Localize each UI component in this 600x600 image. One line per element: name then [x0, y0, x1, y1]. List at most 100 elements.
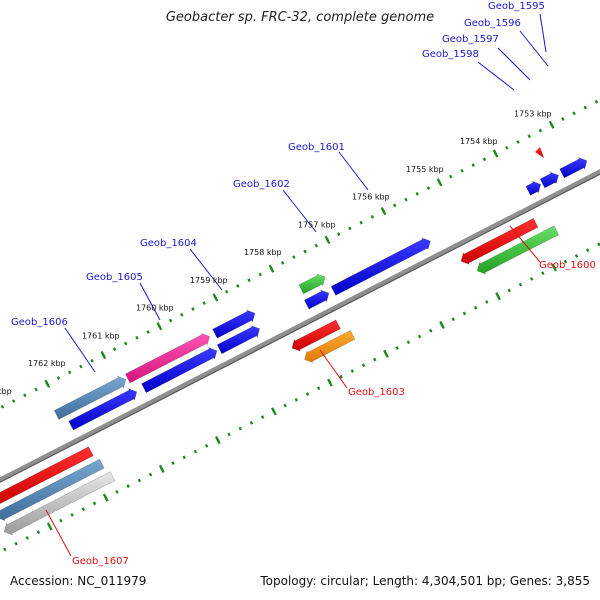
gene-arrow-forward[interactable]: [68, 388, 138, 431]
gene-arrow-forward[interactable]: [330, 237, 431, 296]
gene-label-geob-1607[interactable]: Geob_1607: [72, 556, 129, 567]
gene-arrow-forward[interactable]: [53, 375, 127, 420]
gene-arrow-forward[interactable]: [124, 332, 210, 384]
reverse-tick-mark: [193, 449, 198, 454]
reverse-tick-mark: [25, 536, 29, 540]
reverse-tick-mark: [451, 317, 455, 322]
gene-leader-line: [509, 225, 541, 263]
reverse-tick-mark-major: [158, 464, 165, 473]
genome-backbone: [0, 169, 600, 483]
reverse-tick-mark: [204, 443, 209, 448]
gene-arrow-forward[interactable]: [141, 347, 218, 394]
gene-label-geob-1604[interactable]: Geob_1604: [140, 238, 197, 249]
reverse-tick-mark-major: [271, 407, 277, 416]
reverse-tick-mark: [148, 472, 153, 477]
reverse-tick-mark: [115, 490, 119, 494]
gene-arrow-reverse[interactable]: [460, 217, 539, 265]
gene-arrow-forward[interactable]: [539, 171, 559, 189]
reverse-tick-mark: [305, 392, 310, 396]
reverse-tick-mark: [171, 461, 175, 465]
kbp-tick-label: 1759 kbp: [190, 276, 228, 285]
forward-tick-mark: [561, 117, 565, 121]
forward-tick-mark: [594, 99, 599, 104]
forward-tick-mark-major: [100, 350, 107, 360]
forward-tick-mark: [258, 272, 262, 277]
reverse-tick-mark: [350, 369, 355, 373]
gene-arrow-reverse[interactable]: [3, 471, 116, 536]
reverse-tick-mark: [518, 282, 523, 287]
gene-label-geob-1595[interactable]: Geob_1595: [488, 1, 545, 12]
gene-arrow-forward[interactable]: [525, 180, 542, 196]
forward-tick-mark: [0, 404, 5, 409]
forward-tick-mark: [236, 284, 240, 288]
forward-tick-mark: [348, 226, 352, 231]
gene-arrow-forward[interactable]: [559, 157, 588, 179]
gene-leader-line: [189, 248, 223, 291]
forward-tick-mark: [124, 341, 128, 346]
reverse-tick-mark: [373, 357, 377, 362]
reverse-tick-mark: [238, 426, 242, 431]
gene-arrow-reverse[interactable]: [304, 329, 356, 364]
forward-tick-mark: [583, 105, 587, 110]
forward-tick-mark: [393, 203, 397, 208]
gene-leader-line: [139, 282, 161, 321]
forward-tick-mark-major: [44, 379, 51, 388]
forward-tick-mark-major: [492, 149, 499, 158]
map-title: Geobacter sp. FRC-32, complete genome: [165, 10, 435, 25]
forward-tick-mark: [202, 301, 206, 306]
reverse-tick-mark: [507, 288, 511, 293]
gene-arrow-forward[interactable]: [298, 273, 326, 295]
forward-tick-mark: [471, 163, 475, 167]
forward-tick-mark: [11, 399, 16, 403]
reverse-tick-mark-major: [439, 320, 445, 330]
gene-arrow-reverse-partial[interactable]: [535, 147, 544, 158]
gene-label-geob-1606[interactable]: Geob_1606: [11, 317, 68, 328]
gene-arrow-reverse[interactable]: [0, 458, 105, 522]
reverse-tick-mark: [417, 334, 422, 339]
reverse-tick-mark: [473, 305, 478, 310]
kbp-tick-label: 1755 kbp: [406, 165, 444, 174]
reverse-tick-mark-major: [383, 349, 389, 358]
gene-label-geob-1596[interactable]: Geob_1596: [464, 18, 521, 29]
gene-arrow-forward[interactable]: [303, 289, 330, 310]
reverse-tick-mark-major: [102, 493, 109, 502]
genome-backbone-shadow: [0, 173, 600, 483]
reverse-tick-mark: [462, 311, 467, 316]
forward-tick-mark-major: [324, 235, 331, 244]
forward-tick-mark: [314, 243, 318, 248]
gene-arrow-forward[interactable]: [216, 325, 260, 355]
reverse-tick-mark: [406, 340, 411, 345]
forward-tick-mark: [224, 289, 229, 294]
gene-arrow-reverse[interactable]: [0, 446, 94, 507]
reverse-tick-mark: [395, 346, 399, 350]
gene-label-geob-1598[interactable]: Geob_1598: [422, 49, 479, 60]
gene-arrow-reverse[interactable]: [291, 319, 341, 352]
gene-arrow-reverse[interactable]: [476, 225, 560, 275]
reverse-tick-mark-major: [46, 522, 53, 531]
gene-leader-line: [519, 30, 549, 67]
gene-label-geob-1605[interactable]: Geob_1605: [86, 272, 143, 283]
forward-tick-mark: [527, 134, 531, 139]
reverse-tick-mark: [597, 242, 600, 247]
forward-tick-mark: [415, 191, 419, 196]
gene-leader-line: [319, 349, 348, 389]
reverse-tick-mark: [294, 397, 298, 402]
forward-tick-mark: [449, 174, 453, 179]
reverse-tick-mark: [14, 541, 18, 546]
forward-tick-mark: [460, 168, 464, 173]
gene-label-geob-1601[interactable]: Geob_1601: [288, 142, 345, 153]
kbp-tick-label: 1754 kbp: [460, 137, 498, 146]
forward-tick-mark-major: [212, 293, 219, 302]
gene-label-geob-1600[interactable]: Geob_1600: [539, 260, 596, 271]
forward-tick-mark: [280, 261, 285, 265]
forward-tick-mark: [23, 393, 27, 398]
gene-label-geob-1602[interactable]: Geob_1602: [233, 179, 290, 190]
gene-arrow-forward[interactable]: [212, 309, 256, 339]
kbp-tick-label: 1761 kbp: [82, 331, 120, 340]
reverse-tick-mark: [249, 420, 254, 425]
gene-label-geob-1603[interactable]: Geob_1603: [348, 387, 405, 398]
forward-tick-mark: [404, 197, 408, 202]
reverse-tick-mark: [81, 507, 86, 512]
forward-tick-mark: [303, 249, 307, 254]
gene-label-geob-1597[interactable]: Geob_1597: [442, 34, 499, 45]
